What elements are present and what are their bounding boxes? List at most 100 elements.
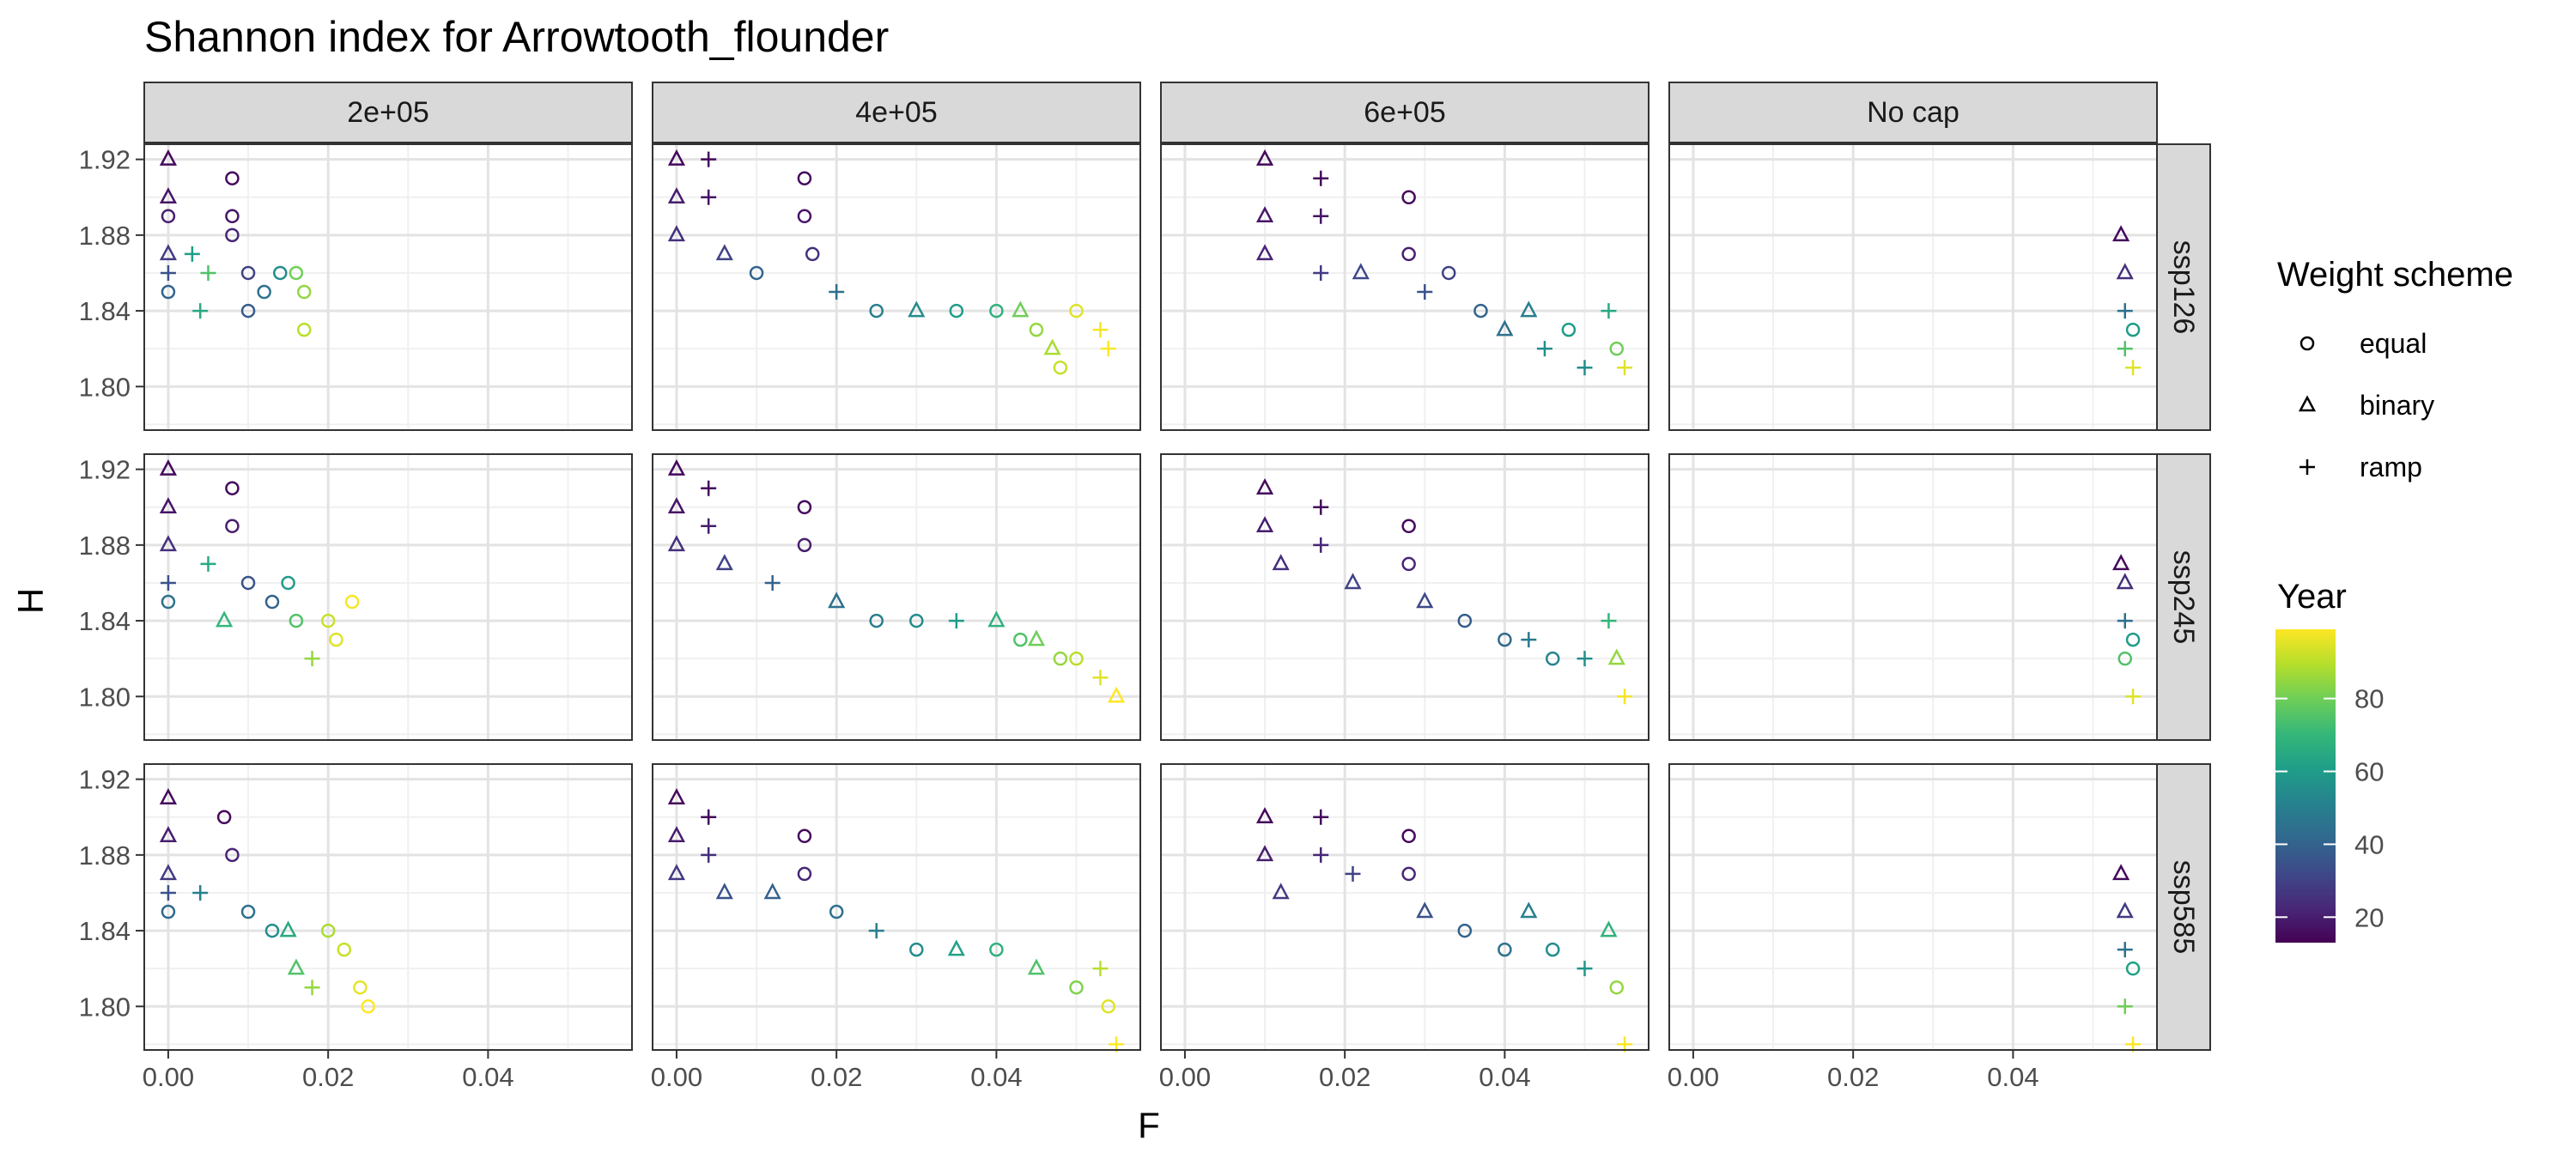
data-point-circle [797, 171, 812, 185]
data-point-plus [1601, 303, 1617, 319]
data-point-circle [1069, 303, 1084, 319]
facet-panel-no-cap-ssp126 [1669, 144, 2157, 430]
data-point-circle [289, 613, 304, 628]
strip-background [143, 82, 633, 143]
panel-border [652, 453, 1141, 741]
data-point-triangle [159, 864, 178, 881]
legend-entry-equal: equal [2300, 328, 2427, 359]
data-point-triangle [1416, 592, 1434, 609]
data-point-circle [797, 500, 812, 514]
data-point-plus [2125, 360, 2142, 376]
data-point-triangle [159, 149, 178, 166]
data-point-circle [1609, 980, 1625, 995]
y-tick-label: 1.88 [79, 221, 131, 251]
y-tick-label: 1.84 [79, 296, 131, 326]
y-axis-title: H [10, 588, 51, 614]
data-point-circle [225, 847, 240, 863]
facet-panel-6e-05-ssp126 [1161, 144, 1649, 430]
panel-border [143, 453, 633, 741]
data-point-plus [2117, 341, 2133, 357]
data-point-circle [273, 265, 288, 281]
x-tick-label: 0.04 [1987, 1062, 2038, 1092]
data-point-circle [1561, 322, 1577, 337]
data-point-circle [1401, 828, 1416, 844]
data-point-circle [320, 923, 336, 938]
data-point-plus [1345, 865, 1361, 882]
data-point-circle [1401, 866, 1416, 882]
data-point-plus [1617, 360, 1633, 376]
legend-shape-title: Weight scheme [2277, 256, 2513, 294]
data-point-circle [749, 265, 764, 281]
data-point-plus [1092, 322, 1109, 338]
data-point-circle [909, 942, 924, 957]
panel-border [1160, 143, 1649, 431]
data-point-plus [1617, 689, 1633, 705]
legend-color-ticks: 20 40 60 80 [2275, 684, 2384, 932]
data-point-circle [1457, 613, 1473, 628]
data-point-triangle [159, 244, 178, 261]
strip-label: ssp126 [2167, 240, 2200, 335]
data-point-circle [797, 537, 812, 553]
strip-right-ssp585: ssp585 [2156, 763, 2211, 1051]
data-point-circle [1029, 322, 1044, 337]
data-point-triangle [1107, 686, 1126, 703]
data-point-plus [160, 264, 176, 281]
data-point-circle [240, 904, 256, 919]
data-point-triangle [667, 497, 686, 513]
data-point-triangle [159, 458, 178, 476]
data-point-circle [2125, 961, 2141, 976]
data-point-plus [200, 555, 216, 572]
data-point-plus [2117, 998, 2133, 1015]
data-point-plus [1417, 284, 1433, 300]
data-point-circle [1473, 303, 1488, 319]
facet-panel-6e-05-ssp245 [1161, 454, 1649, 740]
data-point-triangle [715, 883, 733, 900]
data-point-circle [829, 904, 844, 919]
data-point-circle [329, 632, 343, 647]
data-point-plus [1601, 613, 1617, 629]
data-point-circle [1101, 999, 1116, 1014]
strip-label: 2e+05 [347, 96, 429, 129]
data-point-circle [1401, 190, 1416, 204]
data-point-plus [304, 980, 320, 996]
data-point-plus [1313, 537, 1329, 553]
data-point-triangle [1272, 883, 1290, 900]
data-point-plus [829, 284, 845, 300]
data-point-triangle [1027, 958, 1046, 975]
legend-entry-label: binary [2360, 390, 2434, 421]
data-point-circle [989, 942, 1004, 957]
data-point-triangle [667, 864, 686, 881]
x-tick-label: 0.00 [651, 1062, 702, 1092]
facet-panel-2e-05-ssp126 [144, 144, 632, 430]
data-point-circle [264, 594, 280, 610]
data-point-circle [869, 613, 884, 628]
x-tick-label: 0.00 [1159, 1062, 1211, 1092]
data-point-triangle [1600, 920, 1618, 938]
strip-right-ssp126: ssp126 [2156, 143, 2211, 431]
data-point-triangle [1255, 807, 1274, 823]
data-point-triangle [667, 788, 686, 804]
data-point-plus [1313, 208, 1329, 224]
data-point-plus [701, 480, 717, 496]
y-tick-label: 1.88 [79, 531, 131, 561]
data-point-circle [225, 519, 240, 534]
data-point-plus [1313, 809, 1329, 825]
strip-label: ssp585 [2167, 860, 2200, 955]
y-tick-label: 1.84 [79, 606, 131, 636]
strip-top-no-cap: No cap [1668, 82, 2158, 143]
data-point-circle [296, 284, 312, 300]
series-2e-05-ssp126 [159, 149, 312, 337]
series-no-cap-ssp245 [2112, 554, 2142, 705]
x-tick-label: 0.04 [1479, 1062, 1530, 1092]
data-point-plus [701, 151, 717, 167]
data-point-plus [1100, 341, 1116, 357]
data-point-circle [161, 284, 176, 300]
data-point-triangle [1344, 573, 1362, 590]
legend-triangle-symbol [2298, 395, 2317, 412]
data-point-circle [1546, 651, 1560, 666]
data-point-triangle [1255, 244, 1274, 261]
data-point-circle [225, 481, 240, 495]
data-point-triangle [2112, 864, 2130, 881]
data-point-plus [192, 884, 209, 901]
data-point-plus [184, 246, 200, 262]
